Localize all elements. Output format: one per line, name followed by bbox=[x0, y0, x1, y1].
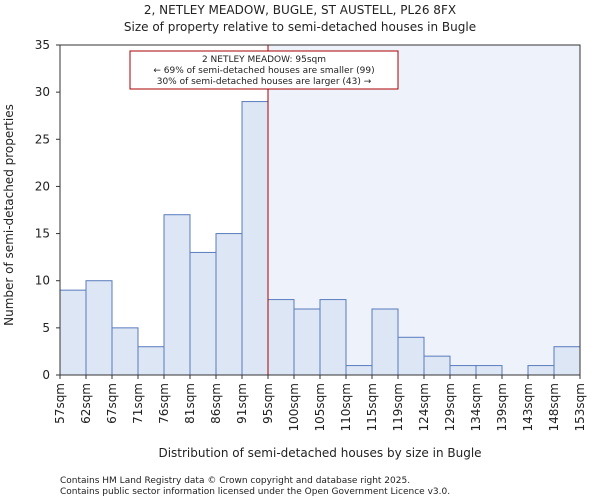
x-tick-label: 67sqm bbox=[105, 383, 119, 424]
x-tick-label: 134sqm bbox=[469, 383, 483, 431]
y-tick-label: 30 bbox=[35, 85, 50, 99]
y-tick-label: 35 bbox=[35, 38, 50, 52]
x-tick-label: 62sqm bbox=[79, 383, 93, 424]
x-tick-label: 139sqm bbox=[495, 383, 509, 431]
bar-100sqm bbox=[293, 308, 321, 376]
bar-124sqm bbox=[423, 355, 451, 376]
bar-129sqm bbox=[449, 365, 477, 376]
bar-71sqm bbox=[137, 346, 165, 376]
x-tick-label: 81sqm bbox=[183, 383, 197, 424]
chart-subtitle: Size of property relative to semi-detach… bbox=[124, 20, 476, 34]
x-tick-label: 119sqm bbox=[391, 383, 405, 431]
x-tick-label: 86sqm bbox=[209, 383, 223, 424]
x-axis-label: Distribution of semi-detached houses by … bbox=[158, 446, 481, 460]
x-tick-label: 124sqm bbox=[417, 383, 431, 431]
y-tick-label: 20 bbox=[35, 179, 50, 193]
y-tick-label: 25 bbox=[35, 132, 50, 146]
bar-119sqm bbox=[397, 336, 425, 376]
x-tick-label: 129sqm bbox=[443, 383, 457, 431]
bar-81sqm bbox=[189, 251, 217, 376]
bar-95sqm bbox=[267, 299, 295, 376]
y-axis-label: Number of semi-detached properties bbox=[2, 104, 16, 326]
y-tick-label: 5 bbox=[42, 321, 50, 335]
footer-line-1: Contains HM Land Registry data © Crown c… bbox=[60, 476, 410, 486]
bar-134sqm bbox=[475, 365, 503, 376]
y-tick-label: 0 bbox=[42, 368, 50, 382]
bar-57sqm bbox=[59, 289, 87, 376]
x-tick-label: 76sqm bbox=[157, 383, 171, 424]
bar-91sqm bbox=[241, 101, 269, 376]
annotation-line-1: 2 NETLEY MEADOW: 95sqm bbox=[202, 55, 326, 65]
chart-title: 2, NETLEY MEADOW, BUGLE, ST AUSTELL, PL2… bbox=[144, 3, 456, 17]
bar-86sqm bbox=[215, 233, 243, 376]
bar-110sqm bbox=[345, 365, 373, 376]
annotation-line-3: 30% of semi-detached houses are larger (… bbox=[157, 77, 372, 87]
x-tick-label: 148sqm bbox=[547, 383, 561, 431]
annotation-box: 2 NETLEY MEADOW: 95sqm ← 69% of semi-det… bbox=[129, 50, 399, 90]
x-tick-label: 100sqm bbox=[287, 383, 301, 431]
x-tick-label: 57sqm bbox=[53, 383, 67, 424]
bar-62sqm bbox=[85, 280, 113, 376]
x-tick-label: 95sqm bbox=[261, 383, 275, 424]
y-tick-label: 10 bbox=[35, 274, 50, 288]
x-tick-label: 110sqm bbox=[339, 383, 353, 431]
bar-67sqm bbox=[111, 327, 139, 376]
x-tick-label: 115sqm bbox=[365, 383, 379, 431]
annotation-line-2: ← 69% of semi-detached houses are smalle… bbox=[153, 66, 374, 76]
bar-148sqm bbox=[553, 346, 581, 376]
x-tick-label: 71sqm bbox=[131, 383, 145, 424]
x-tick-label: 153sqm bbox=[573, 383, 587, 431]
footer-line-2: Contains public sector information licen… bbox=[60, 487, 450, 497]
bar-105sqm bbox=[319, 299, 347, 376]
bar-143sqm bbox=[527, 365, 555, 376]
x-tick-label: 105sqm bbox=[313, 383, 327, 431]
bar-76sqm bbox=[163, 214, 191, 376]
y-tick-label: 15 bbox=[35, 227, 50, 241]
x-tick-label: 143sqm bbox=[521, 383, 535, 431]
x-tick-label: 91sqm bbox=[235, 383, 249, 424]
bar-115sqm bbox=[371, 308, 399, 376]
